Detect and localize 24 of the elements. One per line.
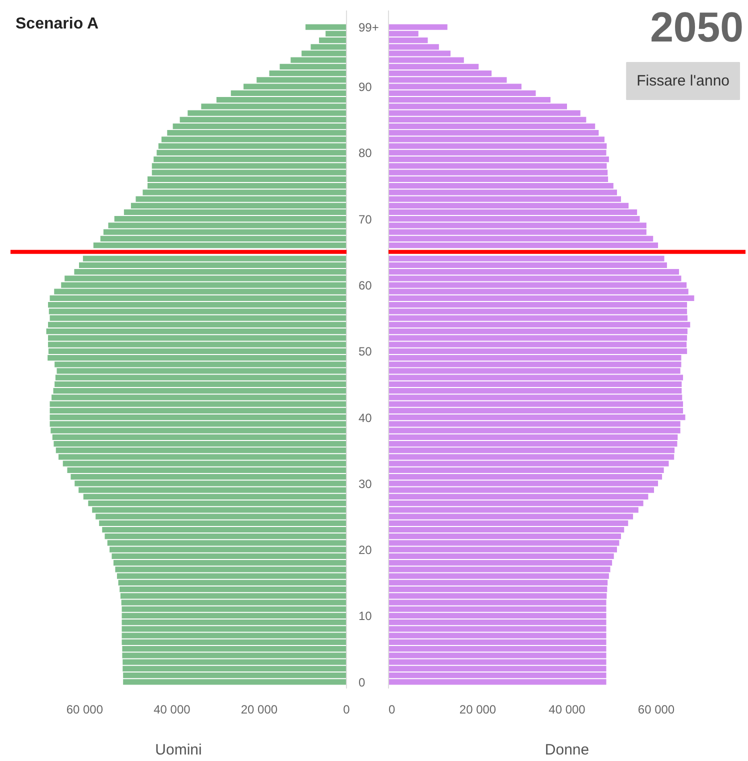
y-tick-label: 70 (358, 212, 372, 226)
y-tick-label: 60 (358, 278, 372, 293)
y-tick-label: 0 (358, 675, 366, 690)
x-tick-label: 0 (343, 702, 350, 716)
x-tick-label: 20 000 (240, 702, 278, 716)
annotation: 2050 (650, 4, 744, 50)
y-tick-label: 90 (358, 80, 372, 94)
x-tick-label: 60 000 (66, 702, 104, 716)
x-tick-label: 60 000 (638, 702, 675, 716)
y-tick-label: 40 (358, 410, 372, 425)
x-tick-label: 40 000 (154, 702, 191, 716)
x-axis-title: Uomini (155, 742, 202, 758)
y-tick-label: 99+ (358, 20, 379, 35)
x-tick-label: 20 000 (459, 702, 496, 716)
y-tick-label: 80 (358, 146, 372, 160)
y-tick-label: 30 (358, 476, 372, 491)
annotation: Fissare l'anno (636, 72, 730, 90)
y-tick-label: 50 (358, 344, 372, 359)
y-tick-label: 10 (358, 609, 372, 624)
x-tick-label: 0 (388, 702, 396, 716)
x-tick-label: 40 000 (548, 702, 586, 716)
y-tick-label: 20 (358, 543, 372, 558)
x-axis-title: Donne (544, 742, 590, 758)
chart-title: Scenario A (16, 16, 99, 32)
